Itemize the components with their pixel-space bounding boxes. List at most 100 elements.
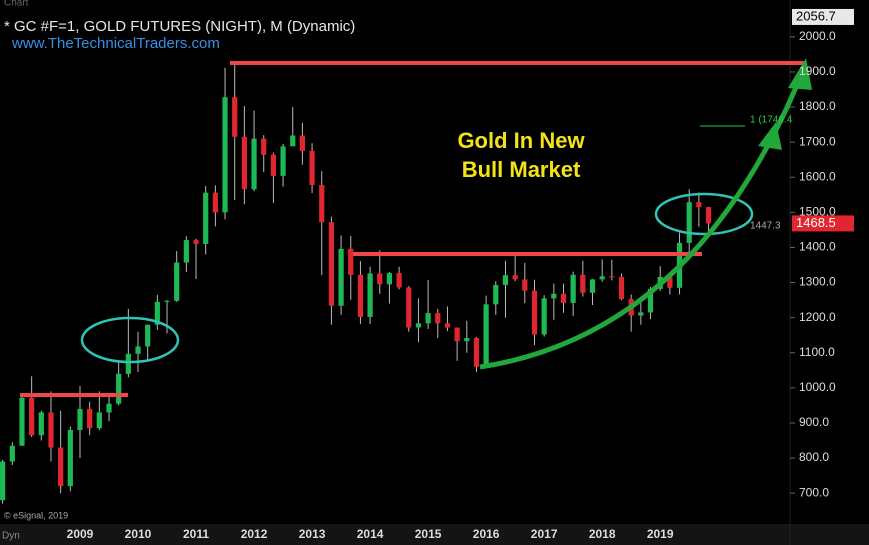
candle-body <box>696 202 702 208</box>
last-price-tag: 1468.5 <box>796 215 836 230</box>
candle-body <box>686 202 692 243</box>
candle-body <box>154 301 160 325</box>
x-tick-label: 2013 <box>299 527 326 541</box>
candle-body <box>251 138 257 190</box>
candle-body <box>473 338 480 367</box>
y-tick-label: 1400.0 <box>799 240 836 254</box>
candle-body <box>705 207 712 224</box>
candle-body <box>232 97 238 137</box>
candle-body <box>348 248 354 275</box>
candle-body <box>512 275 518 280</box>
candle-body <box>58 447 64 487</box>
candle-body <box>299 135 306 151</box>
y-tick-label: 1700.0 <box>799 134 836 148</box>
candle-body <box>174 262 180 301</box>
candle-body <box>609 276 615 278</box>
highlight-ellipse <box>654 192 754 236</box>
candle-body <box>67 429 73 487</box>
y-tick-label: 700.0 <box>799 485 829 499</box>
y-tick-label: 2000.0 <box>799 29 836 43</box>
candle-body <box>241 136 247 190</box>
candle-body <box>328 222 335 306</box>
candle-body <box>222 97 228 213</box>
candle-body <box>77 408 83 430</box>
highlight-ellipse <box>80 316 180 364</box>
candle-body <box>193 240 199 244</box>
y-tick-label: 800.0 <box>799 450 829 464</box>
x-tick-label: 2015 <box>415 527 442 541</box>
candle-body <box>135 346 141 354</box>
fib-label: 1 (1746.4 <box>750 115 793 126</box>
candle-body <box>203 192 209 244</box>
candle-body <box>570 274 576 303</box>
corner-label: Dyn <box>2 531 20 542</box>
candle-body <box>145 324 151 347</box>
x-tick-label: 2010 <box>125 527 152 541</box>
x-tick-label: 2019 <box>647 527 674 541</box>
candle-body <box>96 412 102 429</box>
candle-body <box>0 461 6 501</box>
y-tick-label: 1100.0 <box>799 345 835 359</box>
candle-body <box>125 353 131 374</box>
annotation: Gold In New <box>457 128 585 153</box>
candle-body <box>483 304 489 367</box>
candle-body <box>270 154 276 176</box>
trend-arrow <box>479 84 800 370</box>
candle-body <box>280 146 286 176</box>
x-tick-label: 2012 <box>241 527 268 541</box>
arrow-head <box>758 122 782 150</box>
x-tick-label: 2009 <box>67 527 94 541</box>
candle-body <box>212 192 218 213</box>
level-label: 1447.3 <box>750 221 781 232</box>
candle-body <box>522 279 528 291</box>
annotation: Bull Market <box>462 157 581 182</box>
candle-body <box>541 298 547 335</box>
y-tick-label: 1300.0 <box>799 275 836 289</box>
candle-body <box>183 240 189 263</box>
chart-subtitle: www.TheTechnicalTraders.com <box>11 35 220 52</box>
y-tick-label: 1800.0 <box>799 99 836 113</box>
candles <box>0 64 712 504</box>
candle-body <box>435 313 441 324</box>
toolbar-label: Chart <box>4 0 29 9</box>
candle-body <box>464 338 470 342</box>
candle-body <box>406 287 412 328</box>
candle-body <box>580 274 586 293</box>
x-tick-label: 2014 <box>357 527 384 541</box>
candle-body <box>444 323 451 328</box>
candle-body <box>87 408 93 429</box>
candle-body <box>493 285 499 305</box>
candle-body <box>454 327 460 342</box>
x-tick-label: 2016 <box>473 527 500 541</box>
last-price-tag-box <box>792 215 854 232</box>
x-tick-label: 2018 <box>589 527 616 541</box>
candle-body <box>38 412 44 436</box>
y-tick-label: 1900.0 <box>799 64 836 78</box>
candle-body <box>9 445 15 462</box>
credit: © eSignal, 2019 <box>4 510 68 520</box>
candle-body <box>425 313 431 324</box>
candle-body <box>19 397 25 446</box>
y-tick-label: 1600.0 <box>799 169 836 183</box>
candle-body <box>638 312 644 316</box>
candle-body <box>261 138 267 155</box>
y-tick-label: 1000.0 <box>799 380 836 394</box>
candle-body <box>48 412 54 448</box>
candle-body <box>618 276 625 300</box>
candle-body <box>367 273 373 317</box>
candle-body <box>357 274 364 317</box>
candle-body <box>667 276 673 288</box>
candle-body <box>29 397 35 436</box>
x-tick-label: 2011 <box>183 527 209 541</box>
y-tick-label: 900.0 <box>799 415 829 429</box>
candle-body <box>396 273 402 288</box>
arrow-head <box>788 58 812 90</box>
candle-body <box>415 323 422 328</box>
candle-body <box>647 288 654 313</box>
candle-body <box>164 300 170 302</box>
candle-body <box>377 273 383 285</box>
candle-body <box>599 276 605 280</box>
